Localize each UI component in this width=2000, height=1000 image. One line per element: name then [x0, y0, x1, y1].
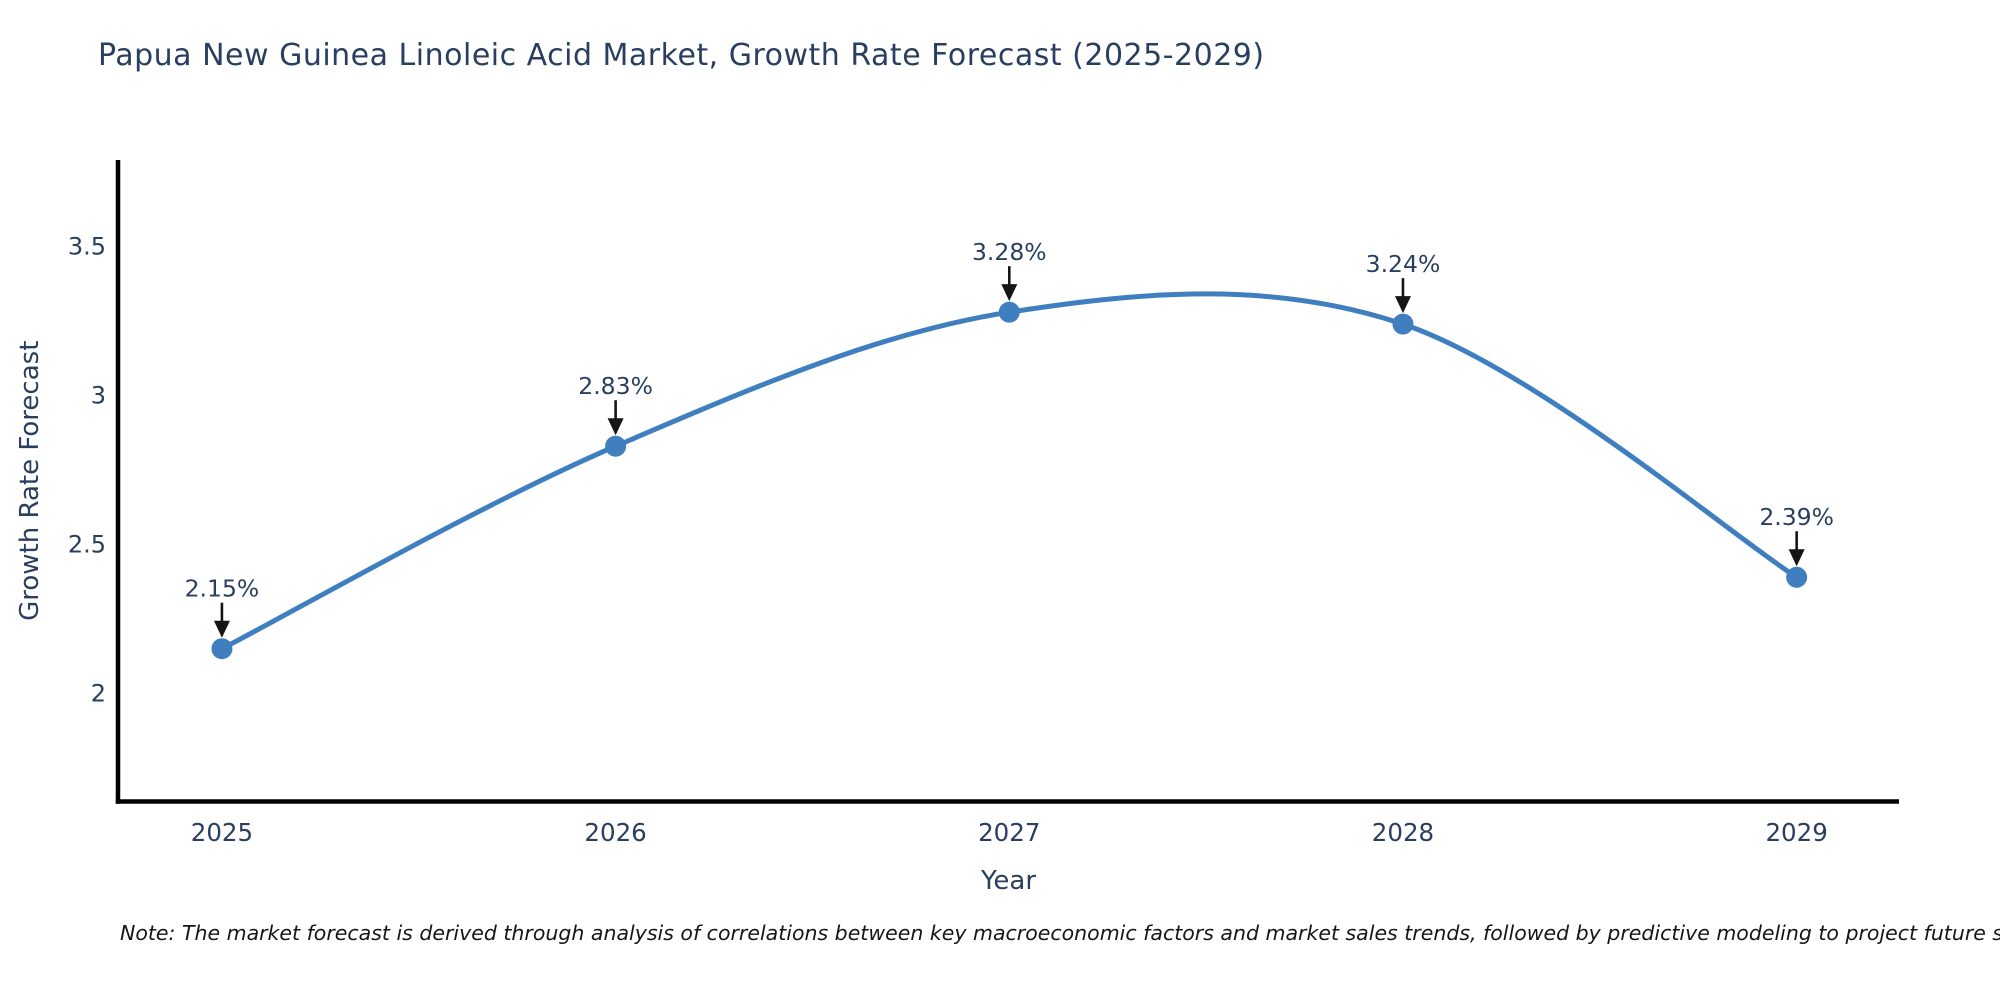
- x-tick-label: 2028: [1372, 818, 1434, 847]
- x-tick-label: 2026: [584, 818, 646, 847]
- data-point-marker: [605, 435, 627, 457]
- series-line: [219, 291, 1800, 652]
- x-tick-label: 2029: [1765, 818, 1827, 847]
- data-point-label: 2.83%: [578, 372, 653, 400]
- annotation-arrowhead: [213, 620, 230, 638]
- y-tick-label: 3.5: [68, 233, 106, 261]
- chart-title: Papua New Guinea Linoleic Acid Market, G…: [98, 38, 1265, 73]
- data-point-marker: [1786, 566, 1808, 588]
- data-point-label: 2.39%: [1759, 503, 1834, 531]
- annotation-arrowhead: [607, 418, 624, 436]
- x-tick-label: 2025: [191, 818, 253, 847]
- data-point-label: 3.24%: [1366, 250, 1441, 278]
- data-point-label: 2.15%: [185, 575, 260, 603]
- y-tick-label: 3: [91, 382, 106, 410]
- x-axis-title: Year: [980, 866, 1036, 896]
- footnote: Note: The market forecast is derived thr…: [120, 921, 2000, 945]
- annotation-arrowhead: [1001, 284, 1018, 302]
- y-axis-title: Growth Rate Forecast: [15, 341, 45, 621]
- annotation-arrowhead: [1788, 549, 1805, 567]
- y-tick-label: 2.5: [68, 530, 106, 558]
- x-tick-label: 2027: [978, 818, 1040, 847]
- y-tick-label: 2: [91, 679, 106, 707]
- annotation-arrowhead: [1394, 296, 1411, 314]
- data-point-marker: [211, 638, 233, 660]
- data-point-marker: [998, 301, 1020, 323]
- data-point-label: 3.28%: [972, 238, 1047, 266]
- data-point-marker: [1392, 313, 1414, 335]
